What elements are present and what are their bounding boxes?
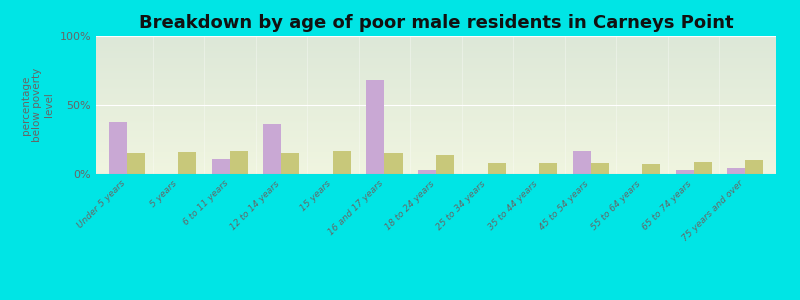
- Bar: [282, 153, 299, 174]
- Bar: [539, 163, 557, 174]
- Bar: [230, 151, 248, 174]
- Bar: [675, 170, 694, 174]
- Bar: [436, 155, 454, 174]
- Bar: [745, 160, 763, 174]
- Bar: [178, 152, 197, 174]
- Bar: [366, 80, 385, 174]
- Bar: [418, 170, 436, 174]
- Bar: [212, 159, 230, 174]
- Bar: [573, 151, 590, 174]
- Bar: [385, 153, 402, 174]
- Bar: [487, 163, 506, 174]
- Bar: [727, 169, 745, 174]
- Title: Breakdown by age of poor male residents in Carneys Point: Breakdown by age of poor male residents …: [138, 14, 734, 32]
- Bar: [590, 163, 609, 174]
- Bar: [642, 164, 660, 174]
- Bar: [694, 162, 712, 174]
- Y-axis label: percentage
below poverty
level: percentage below poverty level: [21, 68, 54, 142]
- Bar: [333, 151, 351, 174]
- Bar: [263, 124, 282, 174]
- Bar: [127, 153, 145, 174]
- Bar: [109, 122, 127, 174]
